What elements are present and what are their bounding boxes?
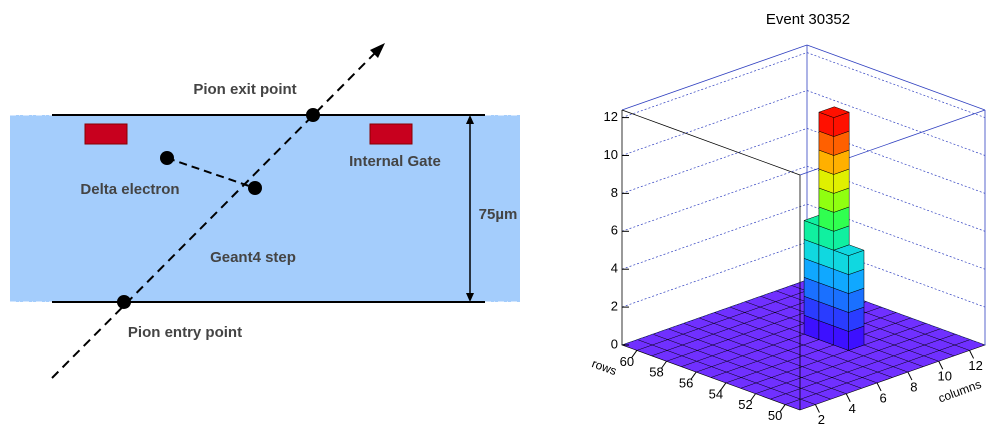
chart-title: Event 30352 xyxy=(766,11,850,28)
z-tick-label: 4 xyxy=(611,261,618,276)
x-tick-label: 12 xyxy=(968,358,982,373)
x-tick-label: 6 xyxy=(879,390,886,405)
point xyxy=(117,295,131,309)
y-tick-label: 56 xyxy=(679,376,693,391)
label: Delta electron xyxy=(80,181,179,198)
y-tick-label: 58 xyxy=(649,365,663,380)
lego-chart: Event 30352 0 2 4 6 8 10 12 2 4 6 8 10 12 50 52 54 56 58 6… xyxy=(590,11,985,425)
gate xyxy=(370,124,412,144)
sensor-diagram: Pion exit point Delta electron Internal … xyxy=(10,43,520,378)
x-tick-label: 2 xyxy=(818,412,825,425)
x-tick-label: 8 xyxy=(910,380,917,395)
box-edge xyxy=(622,45,807,110)
label: 75µm xyxy=(479,206,518,223)
point xyxy=(306,108,320,122)
grid-line xyxy=(622,53,985,118)
grid-line xyxy=(622,204,985,269)
y-tick-label: 60 xyxy=(620,354,634,369)
tower xyxy=(834,245,864,351)
label: Pion entry point xyxy=(128,324,242,341)
box-edge xyxy=(622,110,800,175)
page: Pion exit point Delta electron Internal … xyxy=(0,0,989,425)
label: Internal Gate xyxy=(349,153,441,170)
y-tick-label: 52 xyxy=(738,397,752,412)
point xyxy=(160,151,174,165)
z-tick-label: 12 xyxy=(604,109,618,124)
label: Pion exit point xyxy=(193,81,296,98)
grid-line xyxy=(622,166,985,231)
y-axis-title: rows xyxy=(590,356,619,378)
z-tick-label: 0 xyxy=(611,336,618,351)
grid-line xyxy=(622,128,985,193)
z-tick-label: 8 xyxy=(611,185,618,200)
z-tick-label: 10 xyxy=(604,147,618,162)
figure: Pion exit point Delta electron Internal … xyxy=(0,0,989,425)
x-tick-label: 10 xyxy=(938,369,952,384)
y-tick-label: 50 xyxy=(768,408,782,423)
y-tick-label: 54 xyxy=(709,386,723,401)
z-tick-label: 2 xyxy=(611,299,618,314)
x-tick-label: 4 xyxy=(849,401,856,416)
z-tick-label: 6 xyxy=(611,223,618,238)
point xyxy=(248,181,262,195)
gate xyxy=(85,124,127,144)
grid-line xyxy=(622,90,985,155)
label: Geant4 step xyxy=(210,249,296,266)
